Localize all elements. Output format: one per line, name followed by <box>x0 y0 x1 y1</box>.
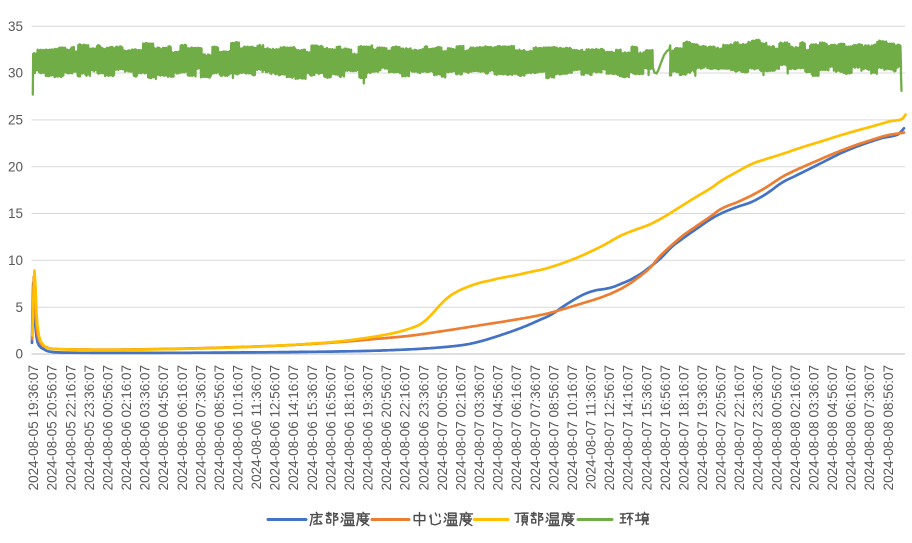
svg-text:0: 0 <box>15 347 23 362</box>
svg-text:2024-08-08 07:36:07: 2024-08-08 07:36:07 <box>862 365 877 490</box>
svg-text:2024-08-05 23:36:07: 2024-08-05 23:36:07 <box>82 365 97 490</box>
svg-text:2024-08-06 04:56:07: 2024-08-06 04:56:07 <box>156 365 171 490</box>
svg-text:2024-08-06 08:56:07: 2024-08-06 08:56:07 <box>212 365 227 490</box>
svg-text:2024-08-07 16:56:07: 2024-08-07 16:56:07 <box>658 365 673 490</box>
svg-text:2024-08-07 08:56:07: 2024-08-07 08:56:07 <box>546 365 561 490</box>
svg-text:2024-08-07 10:16:07: 2024-08-07 10:16:07 <box>565 365 580 490</box>
svg-text:2024-08-07 23:36:07: 2024-08-07 23:36:07 <box>751 365 766 490</box>
svg-text:35: 35 <box>8 19 23 34</box>
svg-text:2024-08-07 12:56:07: 2024-08-07 12:56:07 <box>602 365 617 490</box>
svg-text:2024-08-06 02:16:07: 2024-08-06 02:16:07 <box>119 365 134 490</box>
svg-text:2024-08-06 22:16:07: 2024-08-06 22:16:07 <box>398 365 413 490</box>
svg-text:2024-08-07 15:36:07: 2024-08-07 15:36:07 <box>639 365 654 490</box>
svg-text:2024-08-06 19:36:07: 2024-08-06 19:36:07 <box>361 365 376 490</box>
svg-text:2024-08-07 22:16:07: 2024-08-07 22:16:07 <box>732 365 747 490</box>
svg-text:25: 25 <box>8 113 23 128</box>
svg-text:2024-08-06 10:16:07: 2024-08-06 10:16:07 <box>230 365 245 490</box>
svg-text:5: 5 <box>15 300 23 315</box>
svg-text:15: 15 <box>8 206 23 221</box>
svg-text:30: 30 <box>8 66 23 81</box>
svg-text:2024-08-07 19:36:07: 2024-08-07 19:36:07 <box>695 365 710 490</box>
svg-text:2024-08-06 00:56:07: 2024-08-06 00:56:07 <box>100 365 115 490</box>
svg-text:2024-08-06 16:56:07: 2024-08-06 16:56:07 <box>323 365 338 490</box>
svg-text:2024-08-05 19:36:07: 2024-08-05 19:36:07 <box>26 365 41 490</box>
svg-text:2024-08-06 14:16:07: 2024-08-06 14:16:07 <box>286 365 301 490</box>
svg-text:2024-08-07 03:36:07: 2024-08-07 03:36:07 <box>472 365 487 490</box>
svg-text:2024-08-05 20:56:07: 2024-08-05 20:56:07 <box>45 365 60 490</box>
svg-text:2024-08-06 23:36:07: 2024-08-06 23:36:07 <box>416 365 431 490</box>
svg-text:2024-08-08 03:36:07: 2024-08-08 03:36:07 <box>806 365 821 490</box>
svg-text:2024-08-07 07:36:07: 2024-08-07 07:36:07 <box>528 365 543 490</box>
svg-text:2024-08-07 06:16:07: 2024-08-07 06:16:07 <box>509 365 524 490</box>
svg-text:2024-08-07 00:56:07: 2024-08-07 00:56:07 <box>435 365 450 490</box>
svg-text:2024-08-08 02:16:07: 2024-08-08 02:16:07 <box>788 365 803 490</box>
svg-text:2024-08-08 08:56:07: 2024-08-08 08:56:07 <box>881 365 896 490</box>
svg-text:20: 20 <box>8 159 23 174</box>
svg-text:2024-08-06 18:16:07: 2024-08-06 18:16:07 <box>342 365 357 490</box>
svg-text:2024-08-08 00:56:07: 2024-08-08 00:56:07 <box>769 365 784 490</box>
svg-text:2024-08-06 06:16:07: 2024-08-06 06:16:07 <box>175 365 190 490</box>
svg-text:2024-08-07 14:16:07: 2024-08-07 14:16:07 <box>621 365 636 490</box>
svg-text:2024-08-07 02:16:07: 2024-08-07 02:16:07 <box>453 365 468 490</box>
svg-text:10: 10 <box>8 253 23 268</box>
svg-text:2024-08-06 03:36:07: 2024-08-06 03:36:07 <box>138 365 153 490</box>
svg-text:2024-08-07 20:56:07: 2024-08-07 20:56:07 <box>714 365 729 490</box>
svg-text:2024-08-07 11:36:07: 2024-08-07 11:36:07 <box>584 365 599 489</box>
svg-text:2024-08-06 12:56:07: 2024-08-06 12:56:07 <box>268 365 283 490</box>
svg-text:2024-08-06 20:56:07: 2024-08-06 20:56:07 <box>379 365 394 490</box>
svg-text:2024-08-08 06:16:07: 2024-08-08 06:16:07 <box>844 365 859 490</box>
svg-text:2024-08-07 04:56:07: 2024-08-07 04:56:07 <box>491 365 506 490</box>
svg-text:2024-08-06 07:36:07: 2024-08-06 07:36:07 <box>193 365 208 490</box>
svg-text:2024-08-07 18:16:07: 2024-08-07 18:16:07 <box>676 365 691 490</box>
svg-text:2024-08-08 04:56:07: 2024-08-08 04:56:07 <box>825 365 840 490</box>
svg-text:2024-08-06 15:36:07: 2024-08-06 15:36:07 <box>305 365 320 490</box>
svg-text:2024-08-06 11:36:07: 2024-08-06 11:36:07 <box>249 365 264 489</box>
svg-text:2024-08-05 22:16:07: 2024-08-05 22:16:07 <box>63 365 78 490</box>
